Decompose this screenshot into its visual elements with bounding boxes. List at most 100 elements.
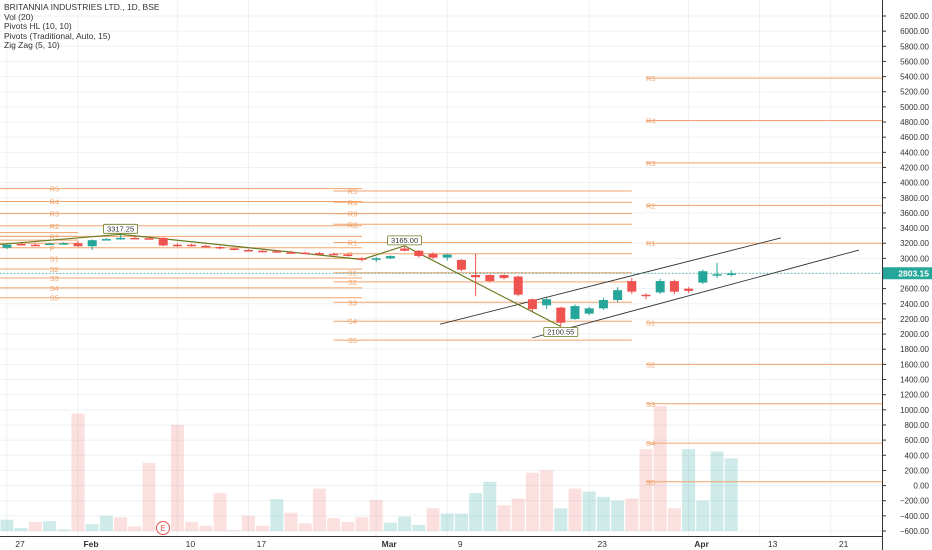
volume-bars bbox=[0, 406, 738, 532]
price-tick-label: 4000.00 bbox=[900, 179, 929, 188]
volume-bar bbox=[454, 513, 468, 531]
volume-bar bbox=[682, 449, 696, 531]
candle-body bbox=[215, 246, 225, 249]
price-tick-label: 1800.00 bbox=[900, 345, 929, 354]
candle-body bbox=[471, 275, 481, 278]
legend-pivots-hl[interactable]: Pivots HL (10, 10) bbox=[4, 21, 72, 31]
candle-body bbox=[16, 243, 26, 246]
volume-bar bbox=[497, 505, 511, 531]
volume-bar bbox=[28, 521, 42, 531]
price-axis[interactable]: 6200.00 6000.00 5800.00 5600.00 5400.00 5200.… bbox=[882, 0, 932, 550]
candlesticks bbox=[2, 234, 736, 327]
legend-zigzag[interactable]: Zig Zag (5, 10) bbox=[4, 40, 60, 50]
volume-bar bbox=[398, 516, 412, 531]
pivot-levels: R5R4R3R2R1PS1S2S3S4S5R5R4R3R2R1PS1S2S3S4… bbox=[0, 74, 882, 487]
pivot-label: S5 bbox=[646, 478, 655, 487]
volume-bar bbox=[199, 525, 213, 531]
pivot-label: R5 bbox=[348, 187, 358, 196]
pivot-label: R1 bbox=[646, 239, 656, 248]
price-tick-label: −400.00 bbox=[900, 512, 930, 521]
pivot-label: S3 bbox=[50, 274, 59, 283]
volume-bar bbox=[298, 523, 312, 531]
candle-body bbox=[655, 281, 665, 293]
volume-bar bbox=[85, 524, 99, 531]
price-tick-label: 2400.00 bbox=[900, 300, 929, 309]
volume-bar bbox=[696, 500, 710, 531]
candle-body bbox=[130, 237, 140, 240]
zigzag-label: 3165.00 bbox=[391, 236, 418, 245]
volume-bar bbox=[185, 521, 199, 531]
candle-body bbox=[584, 308, 594, 314]
time-tick-label: 23 bbox=[597, 539, 607, 549]
legend-pivots-traditional[interactable]: Pivots (Traditional, Auto, 15) bbox=[4, 30, 111, 41]
pivot-label: R3 bbox=[50, 210, 60, 219]
volume-bar bbox=[369, 499, 383, 531]
volume-bar bbox=[114, 517, 128, 531]
zigzag-label: 3317.25 bbox=[107, 224, 134, 233]
trend-channel[interactable] bbox=[439, 237, 860, 339]
time-tick-label: Feb bbox=[83, 539, 98, 549]
time-tick-label: 27 bbox=[15, 539, 25, 549]
channel-line bbox=[439, 237, 782, 325]
pivot-label: S3 bbox=[646, 400, 655, 409]
volume-bar bbox=[312, 488, 326, 531]
volume-bar bbox=[43, 521, 57, 531]
pivot-label: S4 bbox=[348, 317, 357, 326]
candle-body bbox=[314, 253, 324, 255]
price-tick-label: 3600.00 bbox=[900, 209, 929, 218]
candle-body bbox=[641, 294, 651, 297]
volume-bar bbox=[540, 470, 554, 531]
volume-bar bbox=[525, 472, 539, 531]
pivot-label: S3 bbox=[348, 298, 357, 307]
candle-body bbox=[286, 252, 296, 254]
time-tick-label: 13 bbox=[768, 539, 778, 549]
volume-bar bbox=[568, 488, 582, 531]
pivot-label: S2 bbox=[348, 278, 357, 287]
price-tick-label: 4800.00 bbox=[900, 118, 929, 127]
price-tick-label: 800.00 bbox=[905, 421, 930, 430]
volume-bar bbox=[383, 522, 397, 531]
price-tick-label: 4600.00 bbox=[900, 133, 929, 142]
candle-body bbox=[513, 276, 523, 295]
volume-bar bbox=[270, 499, 284, 531]
candle-body bbox=[712, 274, 722, 276]
price-tick-label: 2600.00 bbox=[900, 285, 929, 294]
candle-body bbox=[371, 258, 381, 260]
volume-bar bbox=[71, 413, 85, 531]
volume-bar bbox=[412, 524, 426, 531]
candle-body bbox=[400, 248, 410, 251]
price-tick-label: 2200.00 bbox=[900, 315, 929, 324]
candle-body bbox=[343, 254, 353, 257]
candle-body bbox=[45, 243, 55, 246]
volume-bar bbox=[227, 530, 241, 532]
earnings-marker-label: E bbox=[160, 524, 165, 533]
pivot-label: R4 bbox=[646, 117, 656, 126]
candle-body bbox=[598, 300, 608, 309]
candle-body bbox=[527, 299, 537, 310]
time-tick-label: 17 bbox=[257, 539, 267, 549]
candle-body bbox=[698, 271, 708, 283]
pivot-label: S2 bbox=[50, 265, 59, 274]
candle-body bbox=[329, 253, 339, 256]
indicator-legend: BRITANNIA INDUSTRIES LTD., 1D, BSE Vol (… bbox=[4, 2, 160, 51]
candle-body bbox=[30, 244, 40, 247]
candle-body bbox=[428, 253, 438, 258]
candle-body bbox=[726, 273, 736, 275]
legend-volume[interactable]: Vol (20) bbox=[4, 11, 34, 22]
price-tick-label: 1200.00 bbox=[900, 391, 929, 400]
time-axis[interactable]: 27 Feb 10 17 Mar 9 23 Apr 13 21 bbox=[0, 536, 882, 550]
volume-bar bbox=[0, 519, 14, 531]
price-tick-label: 600.00 bbox=[905, 436, 930, 445]
candle-body bbox=[144, 238, 154, 240]
pivot-label: R2 bbox=[348, 220, 358, 229]
volume-bar bbox=[710, 451, 724, 531]
candle-body bbox=[101, 239, 111, 241]
time-tick-label: Mar bbox=[382, 539, 398, 549]
symbol-title[interactable]: BRITANNIA INDUSTRIES LTD., 1D, BSE bbox=[4, 2, 160, 12]
zigzag-label-box bbox=[543, 327, 579, 337]
pivot-label: R2 bbox=[646, 201, 656, 210]
volume-bar bbox=[653, 406, 667, 531]
price-tick-label: 5600.00 bbox=[900, 57, 929, 66]
candle-body bbox=[172, 244, 182, 247]
